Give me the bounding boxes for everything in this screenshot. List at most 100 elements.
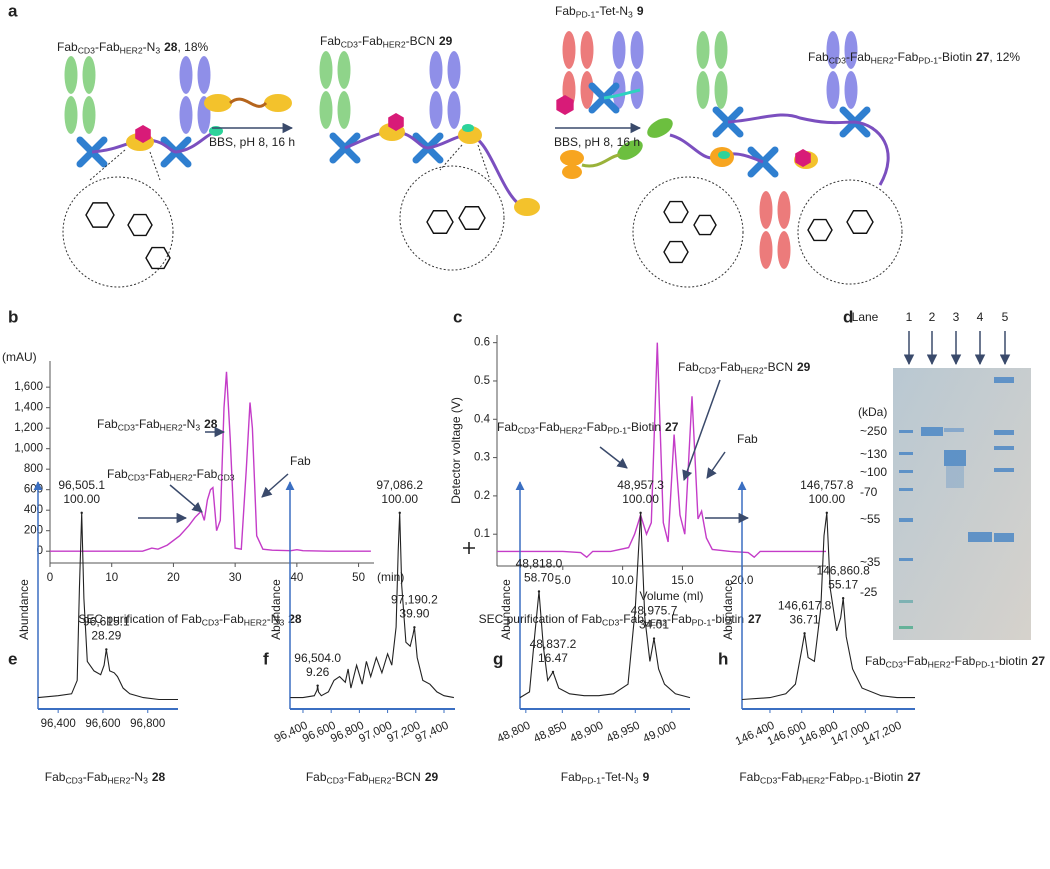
- peak-abundance-label: 100.00: [381, 492, 418, 506]
- peak-mass-label: 97,190.2: [391, 592, 438, 606]
- x-tick-label: 48,900: [568, 720, 605, 746]
- y-tick-label: 1,200: [14, 422, 43, 434]
- subscript: CD3: [128, 473, 145, 483]
- name-part: -Biotin: [627, 420, 661, 434]
- ring: [458, 206, 486, 230]
- subscript: CD3: [341, 40, 358, 50]
- y-axis-label: Abundance: [499, 579, 513, 640]
- peak-point: [652, 637, 656, 640]
- peak-abundance-label: 16.47: [538, 651, 568, 665]
- hexagon: [135, 125, 151, 143]
- compound-name: FabCD3-FabHER2-BCN 29: [320, 34, 453, 50]
- tag: [718, 151, 730, 159]
- name-part: Fab: [97, 417, 118, 431]
- x-tick-label: 96,600: [85, 718, 120, 730]
- name-part: Fab: [306, 770, 327, 784]
- peak-abundance-label: 55.17: [828, 577, 858, 591]
- condition: BBS, pH 8, 16 h: [209, 135, 295, 149]
- name-part: -BCN: [406, 34, 435, 48]
- zoom-circle: [62, 176, 174, 288]
- name-part: -Fab: [951, 654, 976, 668]
- marker-label: ~130: [860, 447, 887, 461]
- compound-name: FabCD3-FabHER2-N3 28: [97, 417, 218, 433]
- compound-number: 28: [288, 612, 302, 626]
- lane-number: 3: [953, 310, 960, 324]
- panel-letter: e: [8, 649, 17, 668]
- fab-domain: [696, 31, 710, 69]
- fab-domain: [612, 71, 626, 109]
- reagent: [647, 118, 673, 138]
- fab-domain: [319, 51, 333, 89]
- fab-domain: [759, 191, 773, 229]
- subscript: HER2: [644, 618, 667, 628]
- fab-domain: [447, 91, 461, 129]
- trace: [50, 371, 371, 552]
- fab-domain: [580, 71, 594, 109]
- zoom-circle: [399, 165, 505, 271]
- subscript: 3: [143, 776, 148, 786]
- subscript: CD3: [602, 618, 619, 628]
- name-part: -Fab: [219, 612, 244, 626]
- fab-domain: [337, 91, 351, 129]
- subscript: CD3: [78, 46, 95, 56]
- y-tick-label: 800: [24, 463, 43, 475]
- reagent: [264, 94, 292, 112]
- y-axis-label: Abundance: [17, 579, 31, 640]
- peak-abundance-label: 34.01: [639, 618, 669, 632]
- subscript: PD-1: [692, 618, 712, 628]
- x-tick-label: 96,400: [41, 718, 76, 730]
- fab-domain: [844, 71, 858, 109]
- name-part: -Fab: [95, 40, 120, 54]
- peak-mass-label: 96,615.1: [83, 615, 130, 629]
- name-part: Fab: [320, 34, 341, 48]
- name-part: Fab: [865, 654, 886, 668]
- subscript: HER2: [560, 426, 583, 436]
- subscript: CD3: [65, 776, 82, 786]
- y-tick-label: 0.5: [474, 375, 490, 387]
- annotation-arrow: [169, 484, 203, 513]
- compound-name: Fab: [290, 454, 311, 468]
- plus-sign: [463, 542, 475, 554]
- name-part: -Biotin: [869, 770, 903, 784]
- subscript: HER2: [928, 660, 951, 670]
- x-axis-label: (min): [377, 570, 404, 584]
- name-part: -biotin: [711, 612, 744, 626]
- name-part: -Fab: [846, 50, 871, 64]
- subscript: HER2: [107, 776, 130, 786]
- name-part: -Fab: [777, 770, 802, 784]
- subscript: HER2: [244, 618, 267, 628]
- fab-domain: [82, 56, 96, 94]
- subscript: PD-1: [581, 776, 601, 786]
- compound-number: 28: [152, 770, 166, 784]
- compound-number: 29: [425, 770, 439, 784]
- name-part: Fab: [555, 4, 576, 18]
- lane-title: Lane: [852, 310, 879, 324]
- subscript: HER2: [383, 40, 406, 50]
- zoom-line: [439, 144, 491, 181]
- trace: [497, 342, 826, 559]
- peak-mass-label: 48,957.3: [617, 478, 664, 492]
- fab-domain: [777, 191, 791, 229]
- compound-number: 9: [637, 4, 644, 18]
- fab-domain: [319, 91, 333, 129]
- name-part: SEC purification of Fab: [479, 612, 603, 626]
- compound-name: FabPD-1-Tet-N3 9: [555, 4, 644, 20]
- y-tick-label: 0.3: [474, 452, 490, 464]
- fab-domain: [197, 56, 211, 94]
- x-tick-label: 96,800: [130, 718, 165, 730]
- lane-number: 2: [929, 310, 936, 324]
- peak-mass-label: 48,837.2: [530, 637, 577, 651]
- linker: [603, 88, 641, 100]
- fab-domain: [696, 71, 710, 109]
- compound-name: FabCD3-FabHER2-FabPD-1-biotin 27: [865, 654, 1045, 670]
- x-tick-label: 20: [167, 572, 180, 584]
- x-tick-label: 40: [290, 572, 303, 584]
- annotation-arrow: [682, 379, 721, 481]
- trace: [290, 512, 455, 699]
- name-part: Fab: [561, 770, 582, 784]
- name-part: -Fab: [903, 654, 928, 668]
- fab-domain: [630, 31, 644, 69]
- y-tick-label: 0: [37, 545, 43, 557]
- y-tick-label: 1,400: [14, 402, 43, 414]
- compound-number: 29: [439, 34, 453, 48]
